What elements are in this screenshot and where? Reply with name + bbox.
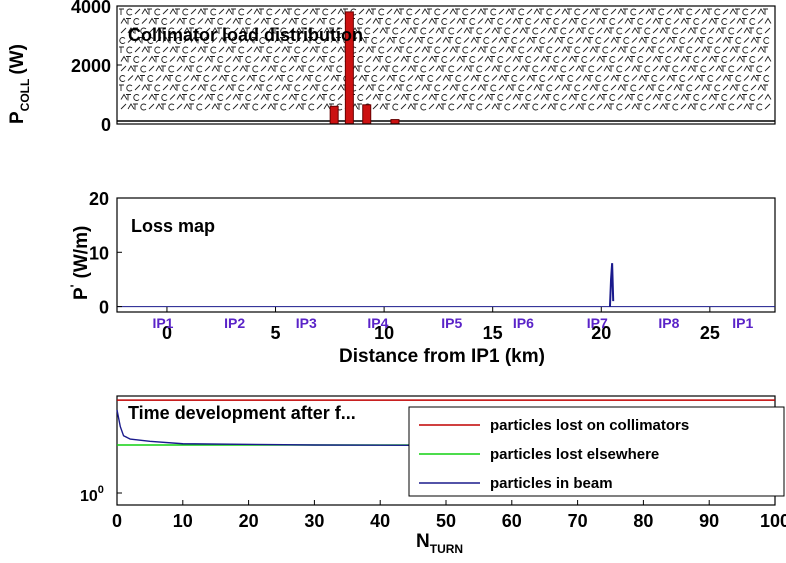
collimator-axes-frame — [116, 5, 776, 125]
time-development-x-axis-label: NTURN — [416, 531, 463, 556]
collimator-bar — [329, 105, 339, 125]
legend-entry: particles in beam — [490, 475, 613, 492]
collimator-bar — [390, 119, 400, 125]
time-development-panel-title: Time development after f... — [128, 403, 356, 423]
legend-box — [408, 406, 785, 497]
x-tick-label: 100 — [760, 511, 786, 531]
ip-label: IP1 — [732, 315, 753, 331]
ip-label: IP4 — [367, 315, 388, 331]
x-tick-label: 90 — [699, 511, 719, 531]
ip-label: IP7 — [587, 315, 608, 331]
x-tick-label: 10 — [173, 511, 193, 531]
collimator-y-axis-label: PCOLL(W) — [7, 44, 32, 124]
x-tick-label: 80 — [633, 511, 653, 531]
x-tick-label: 50 — [436, 511, 456, 531]
legend: particles lost on collimators particles l… — [408, 406, 785, 497]
collimator-label-clutter — [119, 8, 772, 111]
time-development-panel: 0 10 20 30 40 50 60 70 80 90 100 100 Time developmen… — [80, 395, 786, 556]
y-tick-label: 0 — [99, 298, 109, 318]
x-tick-label: 60 — [502, 511, 522, 531]
loss-map-series — [608, 263, 615, 307]
x-tick-label: 10 — [374, 323, 394, 343]
loss-map-panel-title: Loss map — [131, 216, 215, 236]
legend-entry: particles lost elsewhere — [490, 446, 659, 463]
x-tick-label: 70 — [568, 511, 588, 531]
x-tick-label: 5 — [271, 323, 281, 343]
x-tick-label: 0 — [112, 511, 122, 531]
collimator-panel-title: Collimator load distribution — [128, 25, 363, 45]
loss-map-panel: 0 10 20 0 5 10 15 20 25 IP1 IP2 IP3 IP4 IP5 IP6 IP7 IP8 I… — [68, 189, 776, 367]
y-tick-label: 10 — [89, 243, 109, 263]
ip-label: IP2 — [224, 315, 245, 331]
collimator-load-panel: 0 2000 4000 Collimator load distribution PCO… — [7, 0, 776, 135]
y-tick-label: 4000 — [71, 0, 111, 17]
ip-label: IP3 — [296, 315, 317, 331]
y-tick-label: 20 — [89, 189, 109, 209]
ip-label: IP8 — [658, 315, 679, 331]
collimator-bar — [362, 104, 372, 125]
x-tick-label: 40 — [370, 511, 390, 531]
loss-map-x-axis-label: Distance from IP1 (km) — [339, 346, 545, 367]
ip-label: IP1 — [152, 315, 173, 331]
ip-label: IP6 — [513, 315, 534, 331]
y-tick-label: 100 — [80, 484, 104, 505]
loss-map-axes-frame — [116, 197, 776, 313]
ip-label: IP5 — [441, 315, 462, 331]
x-tick-label: 15 — [483, 323, 503, 343]
legend-entry: particles lost on collimators — [490, 417, 689, 434]
x-tick-label: 25 — [700, 323, 720, 343]
loss-map-y-axis-label: P'(W/m) — [68, 226, 92, 300]
y-tick-label: 0 — [101, 115, 111, 135]
x-tick-label: 20 — [239, 511, 259, 531]
x-tick-label: 30 — [304, 511, 324, 531]
y-tick-label: 2000 — [71, 56, 111, 76]
x-tick-label: 20 — [591, 323, 611, 343]
x-tick-label: 0 — [162, 323, 172, 343]
